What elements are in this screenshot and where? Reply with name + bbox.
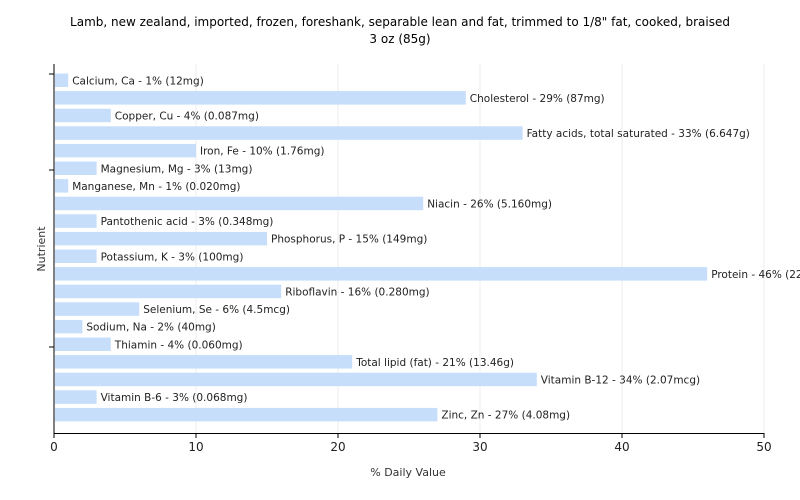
grid-lines — [195, 64, 765, 433]
bar-label: Vitamin B-12 - 34% (2.07mcg) — [541, 374, 700, 386]
bar-label: Fatty acids, total saturated - 33% (6.64… — [527, 128, 750, 140]
bar — [55, 179, 69, 193]
bar-label: Zinc, Zn - 27% (4.08mg) — [441, 410, 570, 422]
bar-label: Riboflavin - 16% (0.280mg) — [285, 286, 429, 298]
chart-title-line-2: 3 oz (85g) — [369, 32, 431, 46]
bar-label: Manganese, Mn - 1% (0.020mg) — [72, 181, 240, 193]
bar-label: Total lipid (fat) - 21% (13.46g) — [355, 357, 514, 369]
x-tick-label: 0 — [50, 440, 58, 454]
bar — [55, 73, 69, 87]
bar — [55, 249, 97, 263]
bar-label: Selenium, Se - 6% (4.5mcg) — [143, 304, 290, 316]
bar — [55, 108, 111, 123]
x-tick-label: 50 — [756, 440, 771, 454]
bar-label: Copper, Cu - 4% (0.087mg) — [115, 110, 259, 122]
bar — [55, 284, 282, 299]
bar — [55, 161, 97, 175]
bar-label: Niacin - 26% (5.160mg) — [427, 198, 552, 210]
axes: 0 10 20 30 40 50 — [49, 64, 772, 454]
bar — [55, 337, 111, 351]
bar-label: Protein - 46% (22.92g) — [711, 269, 800, 281]
x-tick-label: 40 — [614, 440, 629, 454]
bar — [55, 372, 537, 387]
bar-label: Vitamin B-6 - 3% (0.068mg) — [101, 392, 248, 404]
bar-label: Sodium, Na - 2% (40mg) — [86, 322, 215, 334]
x-tick-label: 20 — [330, 440, 345, 454]
bar — [55, 143, 196, 158]
bar — [55, 390, 97, 404]
bar — [55, 231, 267, 246]
bar-label: Pantothenic acid - 3% (0.348mg) — [101, 216, 274, 228]
bar — [55, 319, 83, 334]
bar — [55, 214, 97, 228]
x-tick-label: 10 — [188, 440, 203, 454]
bar — [55, 407, 438, 422]
bar-label: Phosphorus, P - 15% (149mg) — [271, 234, 427, 246]
bar — [55, 355, 353, 369]
chart-title: Lamb, new zealand, imported, frozen, for… — [0, 14, 800, 48]
bar — [55, 91, 466, 105]
x-tick-label: 30 — [472, 440, 487, 454]
bars — [55, 73, 708, 422]
bar — [55, 302, 140, 316]
y-axis-title: Nutrient — [35, 226, 48, 272]
bar-label: Thiamin - 4% (0.060mg) — [114, 339, 243, 351]
x-axis-title: % Daily Value — [370, 466, 446, 479]
bar-label: Cholesterol - 29% (87mg) — [470, 93, 605, 105]
bar — [55, 196, 424, 211]
bar-label: Calcium, Ca - 1% (12mg) — [72, 75, 204, 87]
bar — [55, 126, 523, 140]
bar-labels: Calcium, Ca - 1% (12mg) Cholesterol - 29%… — [72, 75, 800, 421]
bar-label: Iron, Fe - 10% (1.76mg) — [200, 146, 324, 158]
bar — [55, 267, 708, 281]
bar-label: Potassium, K - 3% (100mg) — [101, 251, 244, 263]
chart-title-line-1: Lamb, new zealand, imported, frozen, for… — [70, 15, 730, 29]
bar-label: Magnesium, Mg - 3% (13mg) — [101, 163, 253, 175]
